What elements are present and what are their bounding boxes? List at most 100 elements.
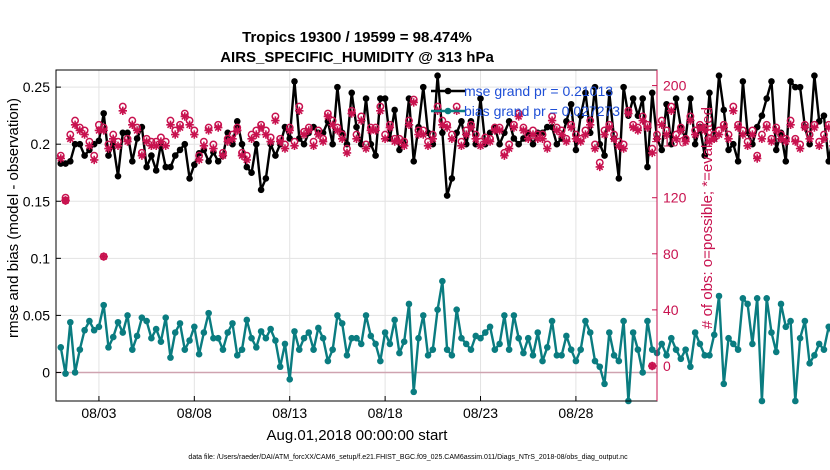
rmse-point [691,140,699,148]
rmse-point [629,95,637,102]
bias-point [730,340,737,348]
obs-evaluated-marker [147,141,156,150]
obs-evaluated-marker [724,134,733,143]
rmse-point [515,140,522,148]
legend-marker-rmse [444,87,452,95]
rmse-point [205,158,212,165]
y-tick-label: 0.05 [23,307,50,323]
bias-point [429,346,437,353]
rmse-point [253,140,260,148]
y-right-tick-label: 200 [663,78,687,94]
bias-point [515,334,522,342]
obs-evaluated-marker [180,112,189,121]
x-tick-label: 08/13 [272,405,307,421]
obs-evaluated-marker [719,123,728,132]
bias-point [543,344,551,351]
bias-point [620,317,627,325]
bias-point [491,346,499,353]
rmse-point [496,140,503,148]
rmse-point [639,95,646,102]
rmse-point [105,152,112,159]
obs-evaluated-marker [533,134,542,143]
obs-evaluated-marker [819,134,829,143]
rmse-point [214,158,222,165]
bias-point [606,329,613,336]
bias-point [462,340,470,348]
bias-point [586,329,594,336]
bias-point [348,334,356,342]
obs-evaluated-marker [280,144,290,153]
obs-evaluated-marker [629,123,638,132]
rmse-point [739,78,747,85]
rmse-point [553,140,561,148]
rmse-point [133,135,141,142]
y-axis-label-right: # of obs: o=possible; *=evaluated [699,107,716,329]
obs-evaluated-marker [485,137,495,146]
obs-evaluated-marker [638,116,647,125]
bias-point [496,340,503,348]
rmse-point [348,89,356,97]
bias-point [105,344,112,351]
rmse-point [81,152,88,159]
bias-point [558,352,565,359]
obs-evaluated-marker [581,130,590,139]
obs-evaluated-marker [481,137,490,146]
obs-evaluated-marker [266,137,275,146]
x-tick-label: 08/03 [81,405,116,421]
bias-point [400,338,408,345]
obs-evaluated-marker [757,134,767,143]
obs-evaluated-marker [218,151,228,160]
rmse-point [119,129,127,137]
obs-evaluated-marker [214,123,223,132]
obs-evaluated-marker [261,130,271,139]
rmse-point [582,89,589,97]
bias-point [753,294,761,302]
bias-point [601,380,608,388]
rmse-point [811,72,818,80]
bias-point [534,329,542,336]
bias-point [501,312,508,319]
obs-outlier-star [61,196,70,205]
obs-evaluated-marker [805,134,814,143]
rmse-point [434,72,441,80]
obs-evaluated-marker [423,141,433,150]
obs-evaluated-marker [333,126,342,135]
obs-evaluated-marker [767,137,776,146]
obs-evaluated-marker [738,130,748,139]
obs-evaluated-marker [209,144,218,153]
rmse-point [248,169,255,177]
bias-point [319,334,327,342]
rmse-point [658,146,666,154]
obs-evaluated-marker [295,106,304,115]
y-axis-label: rmse and bias (model - observation) [5,98,22,338]
obs-evaluated-marker [156,137,166,146]
rmse-point [806,140,813,148]
bias-point [539,357,546,365]
bias-point [505,346,513,353]
obs-evaluated-marker [85,141,94,150]
obs-evaluated-marker [376,106,385,115]
y-tick-label: 0.25 [23,79,50,95]
series-bias [57,277,830,405]
obs-evaluated-marker [361,144,371,153]
rmse-point [372,152,379,159]
bias-point [682,346,689,353]
rmse-point [162,163,170,171]
bias-point [448,352,456,359]
rmse-point [620,83,627,91]
bias-point [443,346,451,353]
rmse-point [701,152,708,159]
rmse-point [291,78,298,85]
bias-point [86,317,93,325]
bias-point [334,312,341,319]
bias-point [701,352,708,359]
bias-point [238,346,246,353]
bias-point [782,323,790,331]
bias-point [162,314,170,321]
rmse-point [186,175,193,182]
obs-evaluated-marker [237,151,247,160]
bias-point [200,329,208,336]
rmse-point [353,123,360,131]
rmse-point [334,83,341,91]
obs-evaluated-marker [404,120,414,129]
